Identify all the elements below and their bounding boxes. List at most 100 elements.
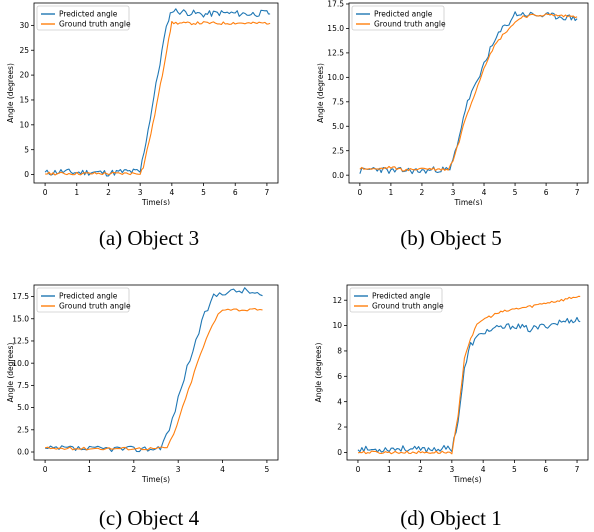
chart-panel-object-4: 0 1 2 3 4 5 0.0 2.5 5.0 7.5 10.0 12.5 15.0 17.5 Time(s… <box>0 280 290 490</box>
x-tick-label: 7 <box>575 188 580 197</box>
predicted-angle-line <box>357 316 581 453</box>
x-tick-label: 0 <box>43 465 48 474</box>
ground-truth-angle-line <box>44 307 263 451</box>
ground-truth-angle-line <box>45 20 271 176</box>
x-tick-label: 0 <box>357 188 362 197</box>
y-tick-label: 8 <box>337 347 342 356</box>
legend-label: Ground truth angle <box>372 302 444 311</box>
x-tick-label: 0 <box>43 188 48 197</box>
x-tick-label: 6 <box>544 188 549 197</box>
x-tick-label: 4 <box>482 188 487 197</box>
predicted-angle-line <box>359 11 578 175</box>
x-tick-label: 2 <box>418 465 423 474</box>
y-tick-label: 2 <box>337 423 342 432</box>
x-axis-label: Time(s) <box>453 198 482 205</box>
y-tick-label: 10.0 <box>327 73 344 82</box>
chart-svg: 0 1 2 3 4 5 0.0 2.5 5.0 7.5 10.0 12.5 15.0 17.5 Time(s… <box>6 284 279 484</box>
x-tick-label: 3 <box>449 465 454 474</box>
y-tick-label: 0.0 <box>17 448 29 457</box>
x-tick-label: 7 <box>265 188 270 197</box>
legend-label: Predicted angle <box>372 292 431 301</box>
x-tick-label: 1 <box>387 465 392 474</box>
y-tick-label: 10.0 <box>12 359 29 368</box>
y-tick-label: 15 <box>19 96 29 105</box>
y-axis-label: Angle (degrees) <box>6 63 15 123</box>
legend-label: Predicted angle <box>59 10 118 19</box>
x-axis-label: Time(s) <box>141 198 170 205</box>
chart-panel-object-1: 0 1 2 3 4 5 6 7 0 2 4 6 8 10 12 Time(s) Angle (degrees) P… <box>302 280 594 490</box>
caption-object-4: (c) Object 4 <box>98 506 200 530</box>
chart-svg: 0 1 2 3 4 5 6 7 0 5 10 15 20 25 30 Time(s) Angle (degree… <box>6 2 279 205</box>
x-tick-label: 3 <box>138 188 143 197</box>
x-tick-label: 5 <box>513 188 518 197</box>
y-tick-label: 0.0 <box>332 171 344 180</box>
x-axis-label: Time(s) <box>452 475 481 484</box>
y-tick-label: 17.5 <box>327 0 344 9</box>
legend-label: Predicted angle <box>59 292 118 301</box>
y-tick-label: 12 <box>332 296 342 305</box>
chart-panel-object-3: 0 1 2 3 4 5 6 7 0 5 10 15 20 25 30 Time(s) Angle (degree… <box>0 0 290 205</box>
axes-frame <box>33 2 279 184</box>
axes-frame <box>348 2 589 184</box>
ground-truth-angle-line <box>357 295 581 455</box>
y-tick-label: 0 <box>24 170 29 179</box>
caption-object-5: (b) Object 5 <box>400 226 502 250</box>
y-tick-label: 15.0 <box>327 24 344 33</box>
ground-truth-angle-line <box>359 13 578 172</box>
x-tick-label: 6 <box>233 188 238 197</box>
x-tick-label: 0 <box>356 465 361 474</box>
x-tick-label: 4 <box>481 465 486 474</box>
y-tick-label: 17.5 <box>12 292 29 301</box>
x-tick-label: 5 <box>265 465 270 474</box>
y-tick-label: 10 <box>332 321 342 330</box>
y-tick-label: 20 <box>19 71 29 80</box>
x-tick-label: 5 <box>201 188 206 197</box>
legend-box <box>349 287 443 313</box>
axes-frame <box>33 284 279 461</box>
axes-frame <box>346 284 589 461</box>
legend-box <box>351 5 445 31</box>
legend-label: Ground truth angle <box>59 302 131 311</box>
caption-object-1: (d) Object 1 <box>400 506 502 530</box>
x-tick-label: 2 <box>106 188 111 197</box>
y-tick-label: 5 <box>24 145 29 154</box>
legend-label: Ground truth angle <box>59 20 131 29</box>
legend-box <box>36 5 130 31</box>
y-tick-label: 25 <box>19 46 29 55</box>
y-tick-label: 4 <box>337 397 342 406</box>
x-tick-label: 4 <box>169 188 174 197</box>
y-tick-label: 5.0 <box>332 122 344 131</box>
legend-box <box>36 287 130 313</box>
caption-object-3: (a) Object 3 <box>98 226 200 250</box>
y-tick-label: 10 <box>19 120 29 129</box>
predicted-angle-line <box>44 8 271 177</box>
y-tick-label: 7.5 <box>332 97 344 106</box>
x-tick-label: 1 <box>87 465 92 474</box>
y-tick-label: 7.5 <box>17 381 29 390</box>
x-tick-label: 1 <box>74 188 79 197</box>
x-tick-label: 2 <box>131 465 136 474</box>
legend-label: Predicted angle <box>374 10 433 19</box>
x-tick-label: 3 <box>451 188 456 197</box>
y-tick-label: 2.5 <box>17 425 29 434</box>
y-axis-label: Angle (degrees) <box>316 63 325 123</box>
y-tick-label: 6 <box>337 372 342 381</box>
x-tick-label: 2 <box>420 188 425 197</box>
x-tick-label: 4 <box>220 465 225 474</box>
y-tick-label: 2.5 <box>332 146 344 155</box>
chart-panel-object-5: 0 1 2 3 4 5 6 7 0.0 2.5 5.0 7.5 10.0 12.5 15.0 17.5 Time… <box>302 0 594 205</box>
legend-label: Ground truth angle <box>374 20 446 29</box>
y-tick-label: 15.0 <box>12 314 29 323</box>
x-tick-label: 5 <box>512 465 517 474</box>
x-axis-label: Time(s) <box>141 475 170 484</box>
y-tick-label: 12.5 <box>12 337 29 346</box>
y-tick-label: 5.0 <box>17 403 29 412</box>
chart-svg: 0 1 2 3 4 5 6 7 0.0 2.5 5.0 7.5 10.0 12.5 15.0 17.5 Time… <box>316 0 589 205</box>
x-tick-label: 1 <box>389 188 394 197</box>
y-tick-label: 12.5 <box>327 48 344 57</box>
y-axis-label: Angle (degrees) <box>314 343 323 403</box>
x-tick-label: 7 <box>575 465 580 474</box>
y-tick-label: 0 <box>337 448 342 457</box>
x-tick-label: 3 <box>176 465 181 474</box>
